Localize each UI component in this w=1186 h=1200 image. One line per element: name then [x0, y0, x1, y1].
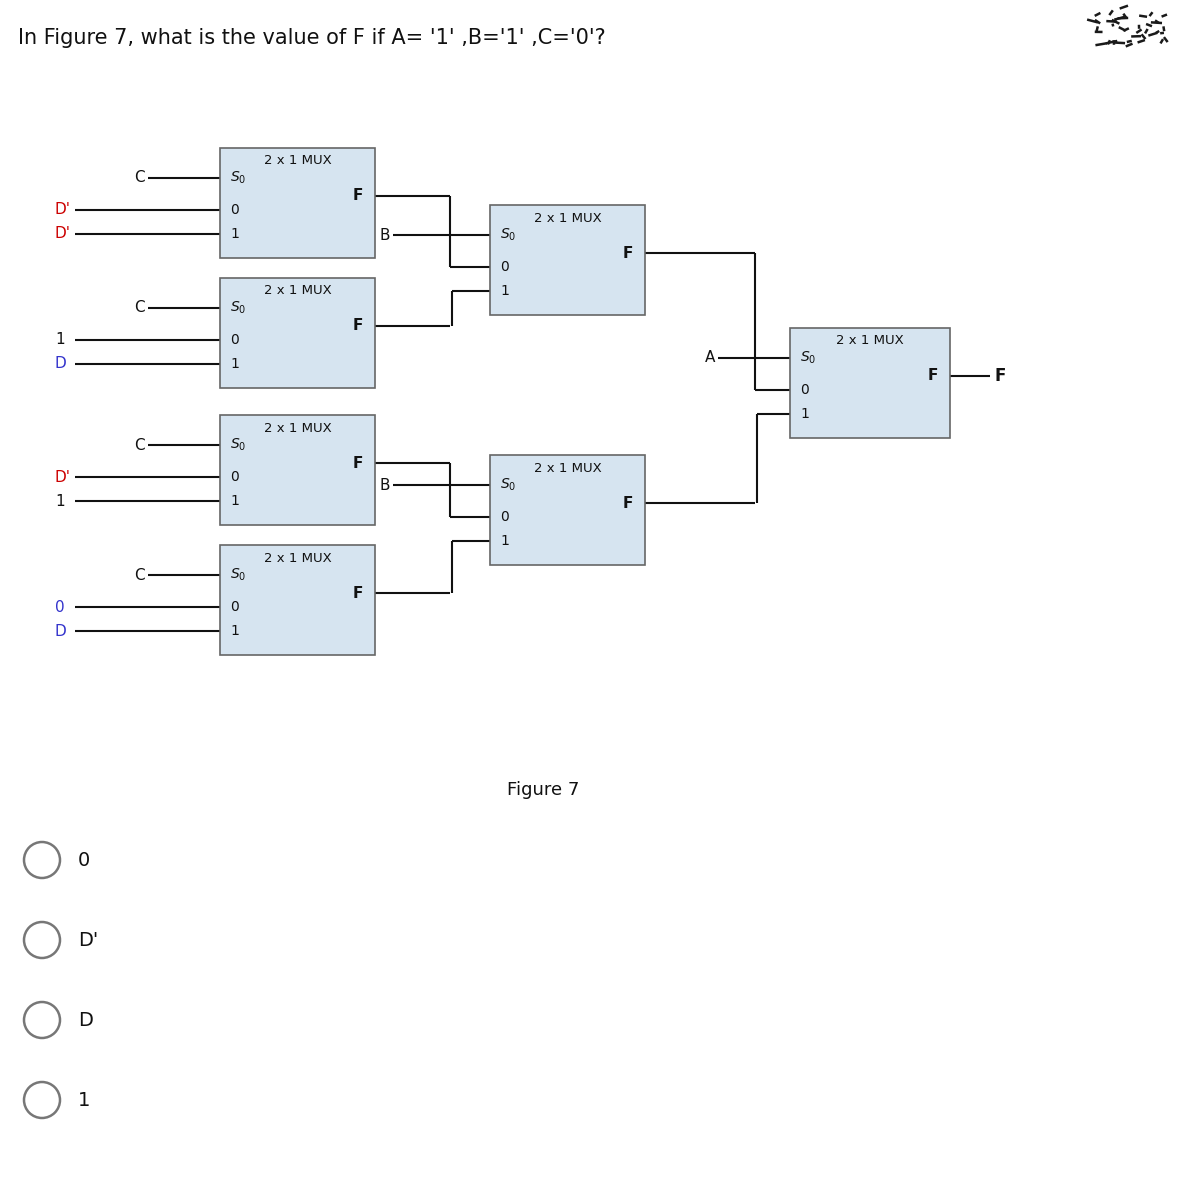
Text: 0: 0: [78, 851, 90, 870]
Text: F: F: [623, 246, 633, 260]
FancyBboxPatch shape: [490, 455, 645, 565]
Text: 2 x 1 MUX: 2 x 1 MUX: [263, 421, 331, 434]
Text: 2 x 1 MUX: 2 x 1 MUX: [263, 552, 331, 564]
Text: $S_0$: $S_0$: [500, 227, 516, 244]
Text: $S_0$: $S_0$: [801, 349, 816, 366]
Text: D': D': [55, 203, 71, 217]
Text: In Figure 7, what is the value of F if A= '1' ,B='1' ,C='0'?: In Figure 7, what is the value of F if A…: [18, 28, 606, 48]
Text: 0: 0: [230, 470, 238, 484]
FancyBboxPatch shape: [219, 415, 375, 526]
Text: 1: 1: [230, 494, 238, 508]
Text: C: C: [134, 300, 145, 316]
Text: 0: 0: [230, 203, 238, 217]
Text: 1: 1: [230, 358, 238, 371]
Text: F: F: [352, 586, 363, 600]
Text: A: A: [704, 350, 715, 366]
Text: D: D: [78, 1010, 93, 1030]
Text: F: F: [352, 456, 363, 470]
Text: $S_0$: $S_0$: [230, 300, 247, 316]
Text: 0: 0: [230, 332, 238, 347]
Text: 1: 1: [55, 332, 64, 348]
FancyBboxPatch shape: [790, 328, 950, 438]
Text: 2 x 1 MUX: 2 x 1 MUX: [534, 462, 601, 474]
Text: 0: 0: [500, 260, 509, 274]
Text: D': D': [55, 227, 71, 241]
Text: D: D: [55, 356, 66, 372]
FancyBboxPatch shape: [219, 148, 375, 258]
Text: 1: 1: [230, 624, 238, 638]
FancyBboxPatch shape: [219, 545, 375, 655]
Text: 0: 0: [55, 600, 64, 614]
Text: 1: 1: [801, 407, 809, 421]
FancyBboxPatch shape: [490, 205, 645, 314]
Text: 1: 1: [55, 493, 64, 509]
Text: C: C: [134, 438, 145, 452]
Text: 1: 1: [500, 284, 509, 298]
Text: 0: 0: [230, 600, 238, 614]
Text: D': D': [55, 469, 71, 485]
Text: 2 x 1 MUX: 2 x 1 MUX: [263, 155, 331, 168]
Text: F: F: [352, 318, 363, 334]
Text: Figure 7: Figure 7: [506, 781, 579, 799]
Text: 2 x 1 MUX: 2 x 1 MUX: [836, 335, 904, 348]
Text: D: D: [55, 624, 66, 638]
Text: F: F: [352, 188, 363, 204]
Text: 2 x 1 MUX: 2 x 1 MUX: [534, 211, 601, 224]
Text: $S_0$: $S_0$: [230, 437, 247, 454]
Text: 1: 1: [230, 227, 238, 241]
Text: B: B: [380, 478, 390, 492]
Text: B: B: [380, 228, 390, 242]
Text: $S_0$: $S_0$: [230, 169, 247, 186]
Text: 0: 0: [500, 510, 509, 524]
Text: $S_0$: $S_0$: [500, 476, 516, 493]
Text: F: F: [927, 368, 938, 384]
Text: $S_0$: $S_0$: [230, 566, 247, 583]
Text: C: C: [134, 170, 145, 186]
Text: 1: 1: [78, 1091, 90, 1110]
Text: 0: 0: [801, 383, 809, 397]
Text: 2 x 1 MUX: 2 x 1 MUX: [263, 284, 331, 298]
Text: C: C: [134, 568, 145, 582]
FancyBboxPatch shape: [219, 278, 375, 388]
Text: D': D': [78, 930, 98, 949]
Text: 1: 1: [500, 534, 509, 548]
Text: F: F: [623, 496, 633, 510]
Text: F: F: [994, 367, 1006, 385]
